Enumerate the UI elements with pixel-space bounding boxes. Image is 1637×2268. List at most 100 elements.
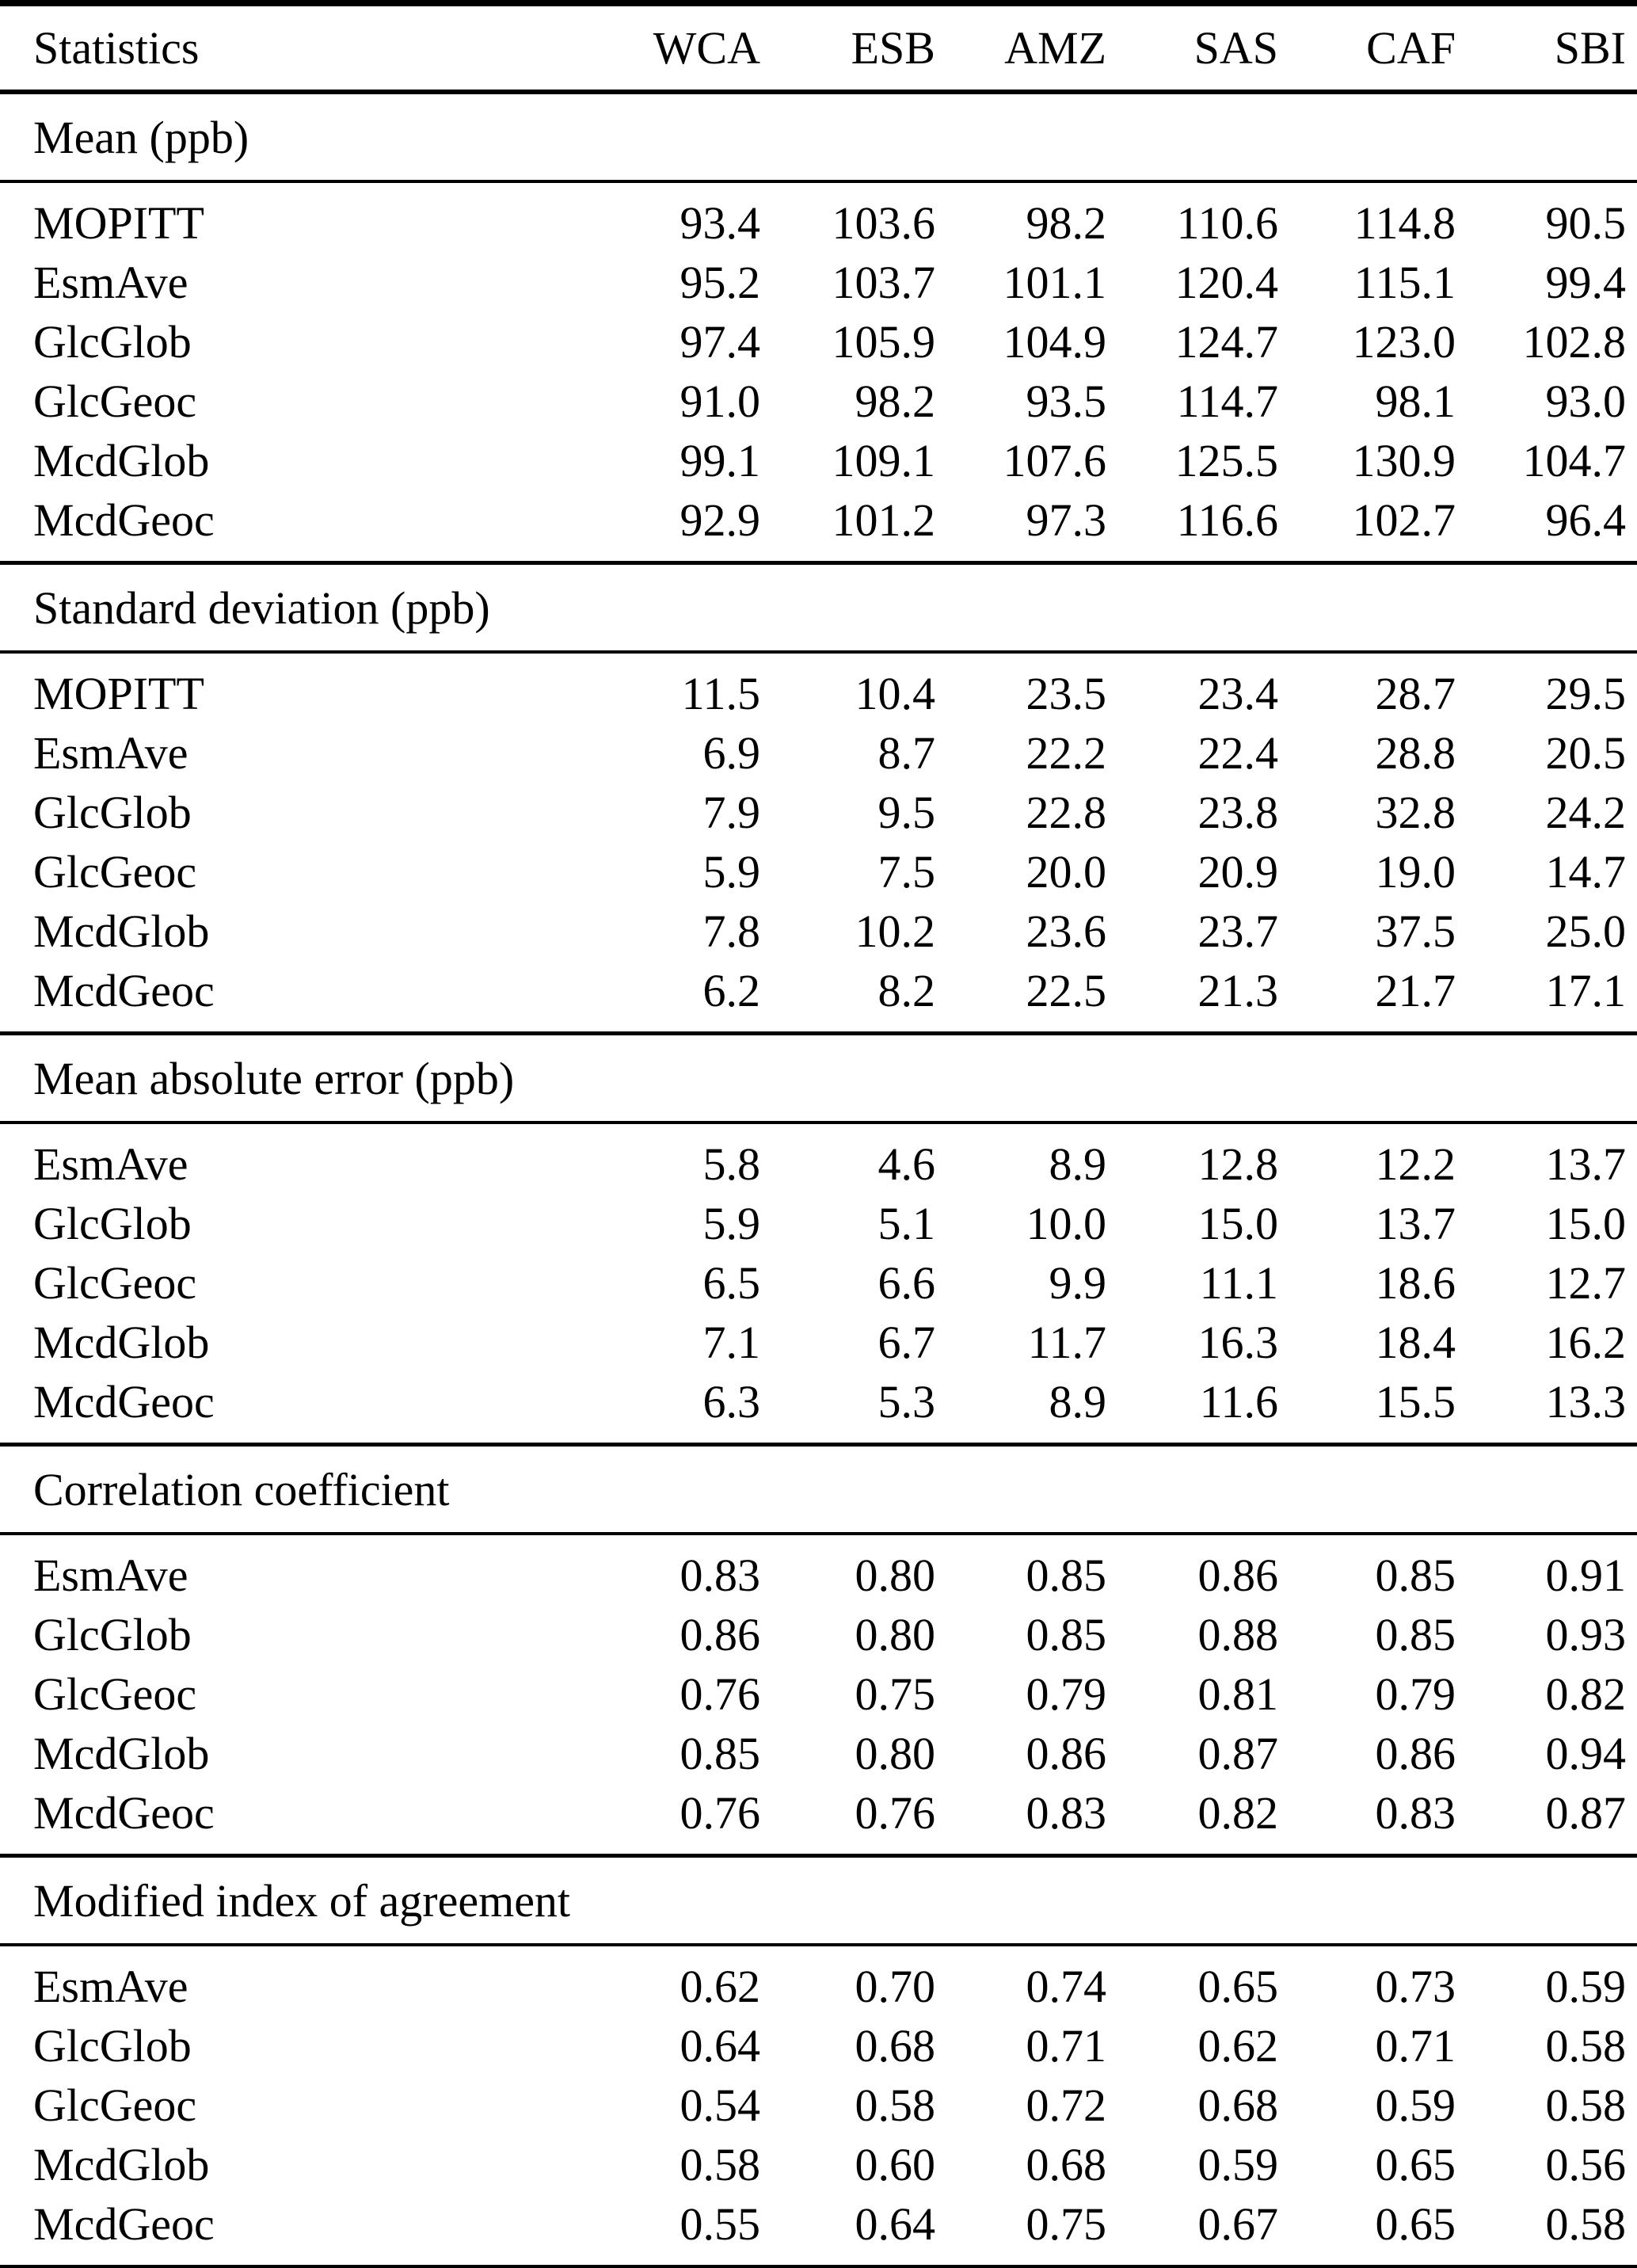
section-rows: EsmAve 0.83 0.80 0.85 0.86 0.85 0.91 Glc…	[0, 1535, 1637, 1854]
table-row: McdGlob 0.85 0.80 0.86 0.87 0.86 0.94	[0, 1724, 1637, 1783]
cell-value: 0.94	[1545, 1728, 1627, 1779]
cell-value: 0.83	[1026, 1787, 1107, 1839]
cell-value: 103.7	[832, 257, 936, 308]
section-title-row: Mean absolute error (ppb)	[0, 1035, 1637, 1121]
row-label: GlcGlob	[33, 1609, 192, 1660]
section-title: Mean absolute error (ppb)	[33, 1052, 515, 1104]
cell-value: 97.3	[1026, 494, 1107, 546]
row-label: McdGlob	[33, 905, 210, 957]
cell-value: 14.7	[1545, 846, 1627, 898]
table-row: GlcGlob 7.9 9.5 22.8 23.8 32.8 24.2	[0, 783, 1637, 842]
cell-value: 5.9	[702, 846, 761, 898]
header-statistics-label: Statistics	[33, 22, 200, 74]
cell-value: 125.5	[1174, 435, 1279, 486]
cell-value: 114.8	[1353, 197, 1456, 249]
cell-value: 0.83	[680, 1549, 761, 1601]
header-col-sas: SAS	[1193, 22, 1278, 74]
cell-value: 114.7	[1176, 375, 1278, 427]
section-title: Correlation coefficient	[33, 1463, 450, 1515]
cell-value: 130.9	[1352, 435, 1456, 486]
row-label: EsmAve	[33, 1961, 188, 2012]
cell-value: 22.2	[1026, 727, 1107, 779]
cell-value: 0.59	[1375, 2079, 1456, 2131]
section-title: Modified index of agreement	[33, 1874, 571, 1927]
cell-value: 8.9	[1049, 1138, 1107, 1190]
cell-value: 10.2	[855, 905, 936, 957]
table-row: McdGeoc 6.2 8.2 22.5 21.3 21.7 17.1	[0, 961, 1637, 1020]
cell-value: 7.8	[702, 905, 761, 957]
cell-value: 0.71	[1375, 2020, 1456, 2072]
cell-value: 0.58	[1545, 2198, 1627, 2250]
section-title-rule	[0, 1121, 1637, 1124]
cell-value: 0.85	[1375, 1609, 1456, 1660]
section-rows: EsmAve 5.8 4.6 8.9 12.8 12.2 13.7 GlcGlo…	[0, 1124, 1637, 1443]
cell-value: 17.1	[1545, 965, 1627, 1016]
cell-value: 0.54	[680, 2079, 761, 2131]
table-row: EsmAve 6.9 8.7 22.2 22.4 28.8 20.5	[0, 723, 1637, 783]
cell-value: 23.6	[1026, 905, 1107, 957]
cell-value: 102.8	[1522, 316, 1627, 368]
cell-value: 93.4	[680, 197, 761, 249]
row-label: EsmAve	[33, 257, 188, 308]
cell-value: 98.2	[855, 375, 936, 427]
section-top-rule	[0, 561, 1637, 565]
cell-value: 23.4	[1197, 668, 1279, 719]
section-rows: MOPITT 93.4 103.6 98.2 110.6 114.8 90.5 …	[0, 183, 1637, 561]
cell-value: 120.4	[1174, 257, 1279, 308]
section-title: Mean (ppb)	[33, 111, 249, 163]
cell-value: 0.56	[1545, 2139, 1627, 2190]
cell-value: 11.1	[1199, 1257, 1278, 1309]
table-row: GlcGlob 0.86 0.80 0.85 0.88 0.85 0.93	[0, 1605, 1637, 1664]
section-title-row: Modified index of agreement	[0, 1858, 1637, 1943]
row-label: GlcGlob	[33, 2020, 192, 2072]
section-title-rule	[0, 180, 1637, 183]
cell-value: 0.62	[680, 1961, 761, 2012]
header-col-esb: ESB	[851, 22, 935, 74]
row-label: GlcGlob	[33, 316, 192, 368]
cell-value: 91.0	[680, 375, 761, 427]
cell-value: 5.3	[878, 1376, 936, 1428]
cell-value: 107.6	[1003, 435, 1107, 486]
cell-value: 105.9	[832, 316, 936, 368]
cell-value: 0.83	[1375, 1787, 1456, 1839]
cell-value: 11.6	[1199, 1376, 1278, 1428]
table-top-rule	[0, 0, 1637, 6]
table-row: McdGlob 0.58 0.60 0.68 0.59 0.65 0.56	[0, 2135, 1637, 2194]
cell-value: 0.93	[1545, 1609, 1627, 1660]
cell-value: 6.3	[702, 1376, 761, 1428]
header-col-sbi: SBI	[1554, 22, 1626, 74]
table-row: McdGeoc 92.9 101.2 97.3 116.6 102.7 96.4	[0, 490, 1637, 550]
cell-value: 6.9	[702, 727, 761, 779]
row-label: GlcGeoc	[33, 846, 197, 898]
table-section: Standard deviation (ppb) MOPITT 11.5 10.…	[0, 561, 1637, 1031]
cell-value: 0.60	[855, 2139, 936, 2190]
table-row: McdGeoc 0.55 0.64 0.75 0.67 0.65 0.58	[0, 2194, 1637, 2254]
cell-value: 15.5	[1375, 1376, 1456, 1428]
table-row: McdGeoc 6.3 5.3 8.9 11.6 15.5 13.3	[0, 1372, 1637, 1431]
cell-value: 101.2	[832, 494, 936, 546]
cell-value: 28.8	[1375, 727, 1456, 779]
cell-value: 104.9	[1003, 316, 1107, 368]
cell-value: 98.2	[1026, 197, 1107, 249]
cell-value: 0.79	[1375, 1668, 1456, 1720]
cell-value: 0.74	[1026, 1961, 1107, 2012]
cell-value: 0.85	[680, 1728, 761, 1779]
section-rows: MOPITT 11.5 10.4 23.5 23.4 28.7 29.5 Esm…	[0, 654, 1637, 1031]
cell-value: 101.1	[1003, 257, 1107, 308]
table-row: GlcGlob 5.9 5.1 10.0 15.0 13.7 15.0	[0, 1194, 1637, 1253]
row-label: GlcGeoc	[33, 2079, 197, 2131]
cell-value: 0.86	[1026, 1728, 1107, 1779]
section-title-row: Correlation coefficient	[0, 1447, 1637, 1532]
cell-value: 0.87	[1545, 1787, 1627, 1839]
cell-value: 110.6	[1176, 197, 1278, 249]
cell-value: 19.0	[1375, 846, 1456, 898]
cell-value: 0.76	[680, 1787, 761, 1839]
cell-value: 98.1	[1375, 375, 1456, 427]
cell-value: 15.0	[1197, 1198, 1279, 1249]
cell-value: 18.6	[1375, 1257, 1456, 1309]
cell-value: 0.82	[1197, 1787, 1279, 1839]
row-label: McdGeoc	[33, 1376, 215, 1428]
cell-value: 0.85	[1026, 1609, 1107, 1660]
section-title-rule	[0, 1532, 1637, 1535]
cell-value: 0.68	[855, 2020, 936, 2072]
